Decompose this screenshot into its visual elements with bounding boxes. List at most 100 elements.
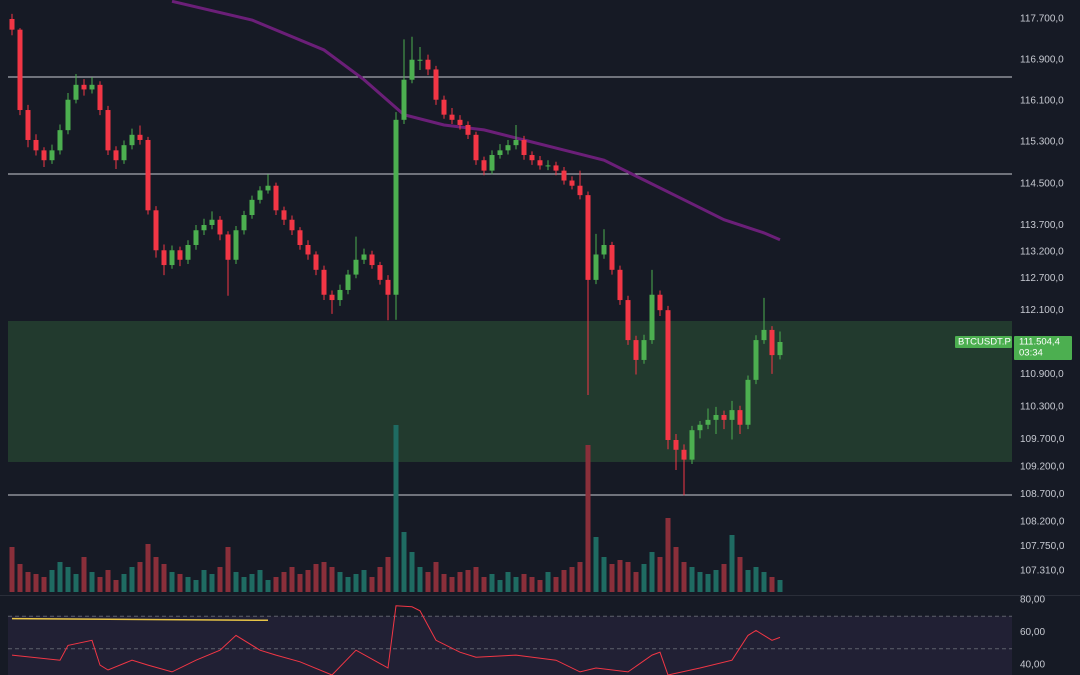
candle-body: [617, 269, 623, 301]
candle-body: [297, 230, 303, 245]
volume-bar: [209, 574, 215, 592]
candle-body: [273, 185, 279, 211]
volume-bar: [289, 567, 295, 592]
candle-body: [41, 150, 47, 161]
volume-bar: [129, 567, 135, 592]
volume-bar: [673, 547, 679, 592]
rsi-signal-line: [11, 617, 269, 622]
candle-body: [25, 110, 31, 140]
candle-body: [489, 155, 495, 171]
volume-bar: [753, 567, 759, 592]
candle-body: [185, 244, 191, 260]
candle-body: [729, 410, 735, 420]
candle-body: [577, 185, 583, 196]
y-tick-label: 117.700,0: [1020, 14, 1064, 25]
volume-bar: [193, 580, 199, 592]
volume-bar: [409, 552, 415, 592]
volume-bar: [273, 577, 279, 592]
candle-body: [777, 341, 783, 356]
candle-body: [153, 210, 159, 251]
candle-body: [193, 230, 199, 245]
volume-bar: [689, 567, 695, 592]
candle-body: [377, 265, 383, 280]
candle-body: [457, 119, 463, 125]
candle-body: [121, 145, 127, 161]
candle-body: [441, 99, 447, 115]
y-tick-label: 107.310,0: [1020, 566, 1065, 577]
volume-bar: [569, 567, 575, 592]
candle-body: [81, 84, 87, 90]
candle-body: [609, 244, 615, 270]
volume-bar: [265, 580, 271, 592]
volume-bar: [361, 570, 367, 592]
candle-body: [233, 230, 239, 260]
candle-body: [569, 180, 575, 186]
volume-bar: [561, 570, 567, 592]
candle-body: [97, 84, 103, 111]
volume-bar: [577, 562, 583, 592]
volume-bar: [681, 562, 687, 592]
candle-body: [545, 165, 551, 167]
candle-body: [465, 124, 471, 135]
candle-body: [65, 99, 71, 131]
candle-body: [137, 134, 143, 140]
y-tick-label: 112.100,0: [1020, 305, 1064, 316]
candle-body: [665, 310, 671, 440]
volume-bar: [337, 572, 343, 592]
y-tick-label: 107.750,0: [1020, 541, 1065, 552]
y-tick-label: 108.200,0: [1020, 516, 1065, 527]
volume-bar: [41, 577, 47, 592]
volume-bar: [81, 557, 87, 592]
candle-body: [633, 340, 639, 360]
volume-bar: [161, 564, 167, 592]
candle-body: [521, 139, 527, 156]
candle-body: [209, 219, 215, 225]
volume-bar: [321, 562, 327, 592]
candle-body: [753, 340, 759, 380]
candle-body: [537, 160, 543, 166]
volume-bar: [177, 574, 183, 592]
candle-body: [505, 145, 511, 151]
candle-body: [361, 254, 367, 260]
candle-body: [737, 410, 743, 425]
volume-bar: [329, 567, 335, 592]
y-tick-label: 109.700,0: [1020, 434, 1065, 445]
volume-bar: [737, 557, 743, 592]
rsi-line: [11, 605, 781, 675]
volume-bar: [441, 574, 447, 592]
candle-body: [329, 294, 335, 301]
volume-bar: [297, 574, 303, 592]
volume-bar: [145, 544, 151, 592]
volume-bar: [513, 577, 519, 592]
volume-bar: [713, 570, 719, 592]
volume-bar: [345, 577, 351, 592]
candle-body: [385, 279, 391, 295]
candle-body: [313, 254, 319, 270]
y-tick-label: 109.200,0: [1020, 461, 1065, 472]
volume-bar: [481, 577, 487, 592]
volume-bar: [417, 567, 423, 592]
candle-body: [769, 329, 775, 356]
volume-bar: [489, 574, 495, 592]
candle-body: [705, 419, 711, 425]
volume-bar: [545, 572, 551, 592]
volume-bar: [649, 552, 655, 592]
volume-bar: [769, 577, 775, 592]
candle-body: [513, 139, 519, 146]
volume-bar: [465, 570, 471, 592]
volume-bar: [121, 574, 127, 592]
candle-body: [369, 254, 375, 266]
volume-bar: [169, 572, 175, 592]
candle-body: [409, 59, 415, 80]
candle-body: [649, 294, 655, 341]
y-tick-label: 110.900,0: [1020, 369, 1064, 380]
volume-bar: [233, 572, 239, 592]
y-tick-label: 114.500,0: [1020, 178, 1064, 189]
candle-body: [529, 155, 535, 161]
volume-bar: [137, 562, 143, 592]
volume-bar: [657, 557, 663, 592]
volume-bar: [425, 572, 431, 592]
volume-bar: [705, 574, 711, 592]
candle-body: [689, 430, 695, 460]
